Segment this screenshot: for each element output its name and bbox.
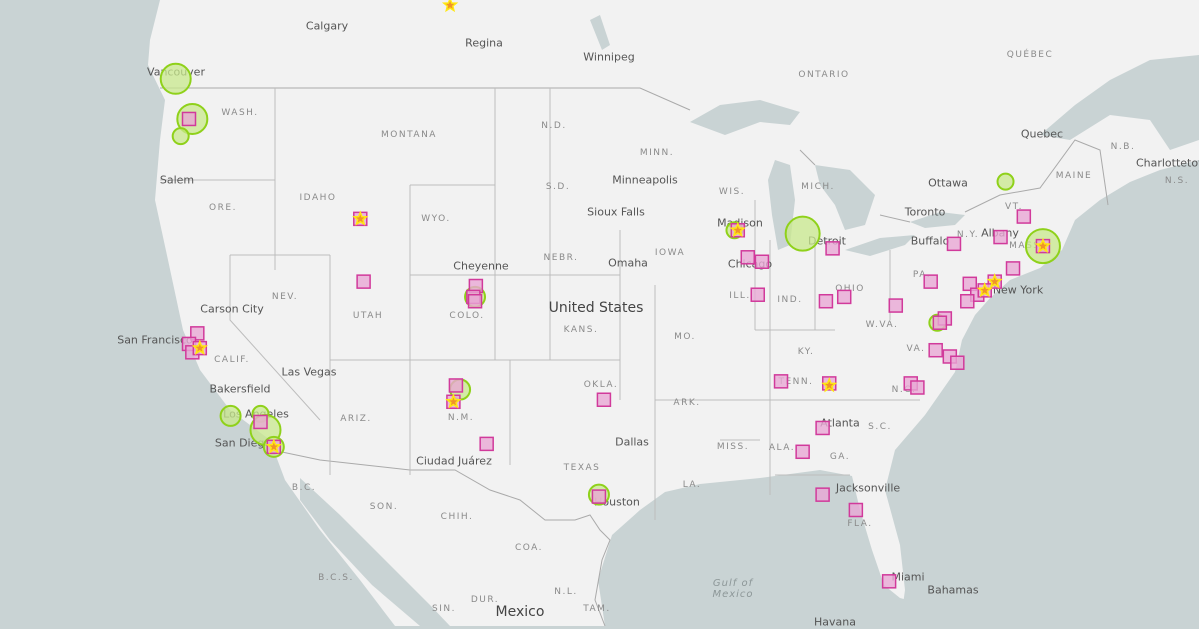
square-marker[interactable]	[818, 293, 834, 309]
square-marker[interactable]	[825, 241, 840, 256]
square-marker[interactable]	[181, 111, 197, 127]
square-marker[interactable]	[190, 326, 205, 341]
square-marker[interactable]	[923, 274, 938, 289]
star-icon[interactable]	[191, 339, 208, 356]
circle-marker[interactable]	[996, 172, 1015, 191]
square-marker[interactable]	[910, 380, 925, 395]
star-icon[interactable]	[986, 273, 1003, 289]
square-marker[interactable]	[356, 274, 371, 289]
star-icon[interactable]	[265, 438, 282, 454]
square-marker[interactable]	[596, 392, 612, 407]
square-marker[interactable]	[750, 287, 765, 302]
star-icon[interactable]	[729, 221, 746, 238]
square-marker[interactable]	[467, 293, 483, 309]
square-marker[interactable]	[740, 250, 756, 265]
square-marker[interactable]	[795, 444, 810, 460]
square-marker[interactable]	[836, 289, 852, 305]
circle-marker[interactable]	[784, 215, 821, 252]
square-marker[interactable]	[591, 489, 607, 504]
gulf-of-mexico	[598, 470, 960, 626]
gulf-of-california	[300, 478, 450, 626]
square-marker[interactable]	[946, 236, 962, 252]
star-icon[interactable]	[1034, 237, 1052, 254]
us-canada-border	[160, 87, 1109, 223]
square-marker[interactable]	[950, 355, 965, 370]
square-marker[interactable]	[815, 420, 830, 436]
us-mexico-border	[281, 451, 611, 626]
square-marker[interactable]	[881, 574, 897, 589]
star-icon[interactable]	[445, 393, 462, 409]
pacific-ocean	[0, 0, 395, 626]
star-icon[interactable]	[441, 0, 459, 13]
borders	[160, 87, 1109, 626]
square-marker[interactable]	[754, 254, 770, 269]
square-marker[interactable]	[448, 378, 464, 393]
lake-winnipeg	[590, 15, 610, 50]
square-marker[interactable]	[815, 487, 830, 502]
square-marker[interactable]	[888, 298, 904, 313]
square-marker[interactable]	[848, 502, 864, 518]
gulf-of-st-lawrence	[1040, 55, 1199, 150]
circle-marker[interactable]	[159, 62, 192, 95]
square-marker[interactable]	[253, 414, 268, 430]
lake-erie	[845, 235, 915, 256]
circle-marker[interactable]	[171, 127, 190, 146]
square-marker[interactable]	[928, 342, 943, 358]
square-marker[interactable]	[1016, 209, 1032, 224]
square-marker[interactable]	[993, 229, 1008, 245]
lake-huron	[815, 165, 875, 230]
square-marker[interactable]	[773, 374, 789, 389]
square-marker[interactable]	[932, 315, 948, 330]
square-marker[interactable]	[1005, 261, 1021, 276]
lake-ontario	[910, 212, 965, 228]
square-marker[interactable]	[479, 436, 494, 452]
star-icon[interactable]	[352, 210, 369, 226]
square-marker[interactable]	[962, 276, 978, 292]
star-icon[interactable]	[821, 376, 838, 393]
star-icon[interactable]	[976, 281, 993, 298]
lake-superior	[690, 100, 800, 135]
circle-marker[interactable]	[219, 404, 242, 427]
atlantic-ocean	[885, 160, 1199, 626]
square-marker[interactable]	[960, 293, 975, 309]
